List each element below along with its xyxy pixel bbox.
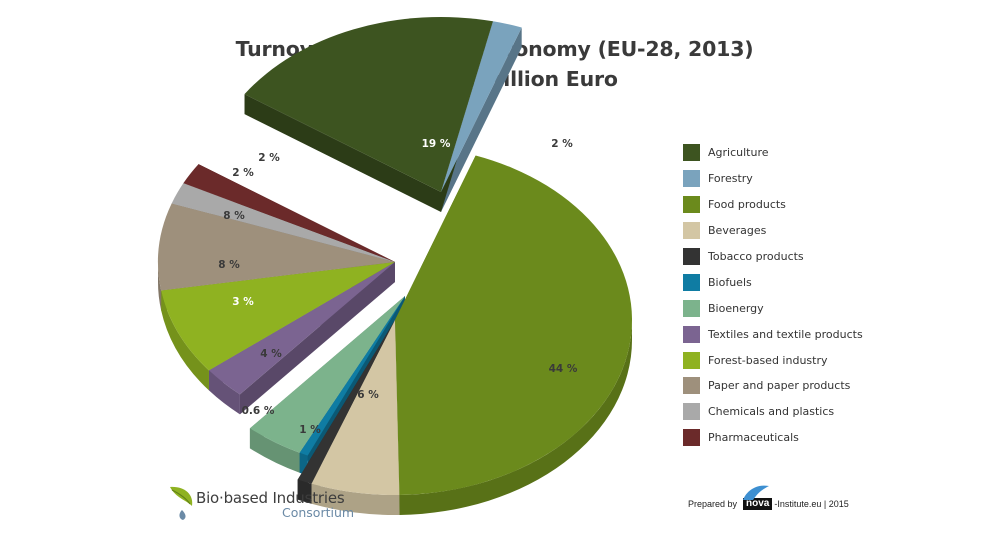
pie-slice-side (208, 370, 240, 415)
legend-item: Forest-based industry (683, 347, 863, 373)
legend-item: Food products (683, 192, 863, 218)
pie-slice-side (239, 262, 395, 415)
slice-value-label: 8 % (223, 210, 245, 222)
legend-swatch (683, 248, 700, 265)
leaf-drop-icon (170, 486, 193, 520)
pie-slice-side (249, 428, 300, 473)
pie-slice-food-products (395, 155, 633, 495)
pie-slice-biofuels (299, 296, 405, 456)
legend-swatch (683, 325, 700, 343)
legend-label: Pharmaceuticals (708, 431, 799, 445)
slice-value-label: 4 % (260, 348, 282, 360)
pie-slice-agriculture (244, 17, 494, 193)
legend: Agriculture Forestry Food products Beverage… (683, 140, 863, 451)
nova-logo: nova (743, 485, 773, 510)
legend-label: Beverages (708, 224, 767, 238)
legend-swatch (683, 351, 700, 369)
slice-value-label: 6 % (357, 389, 379, 401)
slice-value-label: 2 % (232, 167, 254, 179)
pie-slice-beverages (311, 320, 400, 495)
legend-label: Food products (708, 198, 786, 212)
legend-label: Biofuels (708, 275, 752, 289)
slice-value-label: 0.6 % (242, 405, 275, 417)
pie-slice-pharmaceuticals (183, 164, 395, 262)
pie-slice-side (311, 483, 400, 515)
logo-text-line2: Consortium (282, 505, 355, 520)
logo-text-line1: Bio·based Industries (196, 489, 345, 507)
legend-label: Forestry (708, 172, 753, 186)
legend-item: Beverages (683, 218, 863, 244)
pie-slice-chemicals-and-plastics (171, 183, 395, 262)
legend-label: Paper and paper products (708, 379, 851, 393)
nova-wing-icon (743, 485, 770, 500)
pie-slice-forestry (441, 21, 522, 193)
legend-item: Bioenergy (683, 295, 863, 321)
slice-value-label: 8 % (218, 259, 240, 271)
pie-slice-paper-and-paper-products (158, 203, 395, 291)
legend-swatch (683, 377, 700, 395)
legend-label: Bioenergy (708, 301, 764, 315)
legend-swatch (683, 222, 700, 240)
legend-label: Agriculture (708, 146, 769, 160)
legend-item: Biofuels (683, 269, 863, 295)
legend-item: Tobacco products (683, 244, 863, 270)
prepared-by-label: Prepared by (688, 499, 738, 509)
pie-slice-side (399, 320, 632, 515)
bbi-logo: Bio·based Industries Consortium (166, 484, 366, 524)
institute-label: -Institute.eu | 2015 (774, 499, 849, 509)
pie-slice-side (158, 262, 162, 311)
legend-item: Forestry (683, 166, 863, 192)
legend-item: Chemicals and plastics (683, 399, 863, 425)
legend-item: Paper and paper products (683, 373, 863, 399)
slice-value-label: 19 % (422, 138, 451, 150)
pie-slice-textiles-and-textile-products (208, 262, 395, 395)
pie-slice-side (161, 290, 209, 391)
slice-value-label: 3 % (232, 296, 254, 308)
legend-swatch (683, 273, 700, 291)
pie-slice-side (244, 94, 441, 212)
slice-value-label: 44 % (549, 363, 578, 375)
legend-label: Chemicals and plastics (708, 405, 835, 419)
slice-value-label: 1 % (299, 424, 321, 436)
legend-swatch (683, 196, 700, 214)
legend-swatch (683, 170, 700, 188)
legend-item: Agriculture (683, 140, 863, 166)
slice-value-label: 2 % (551, 138, 573, 150)
pie-slice-bioenergy (249, 296, 405, 453)
legend-swatch (683, 429, 700, 447)
slice-value-label: 2 % (258, 152, 280, 164)
legend-label: Forest-based industry (708, 353, 828, 367)
prepared-by: Prepared by nova -Institute.eu | 2015 (688, 485, 849, 510)
legend-swatch (683, 403, 700, 421)
legend-swatch (683, 299, 700, 317)
pie-slice-side (297, 479, 312, 504)
pie-slice-forest-based-industry (161, 262, 395, 371)
legend-swatch (683, 144, 700, 162)
pie-slice-tobacco-products (297, 320, 395, 484)
legend-label: Textiles and textile products (708, 327, 863, 341)
pie-slice-side (441, 27, 522, 212)
legend-item: Textiles and textile products (683, 321, 863, 347)
legend-label: Tobacco products (708, 250, 804, 263)
legend-item: Pharmaceuticals (683, 425, 863, 451)
